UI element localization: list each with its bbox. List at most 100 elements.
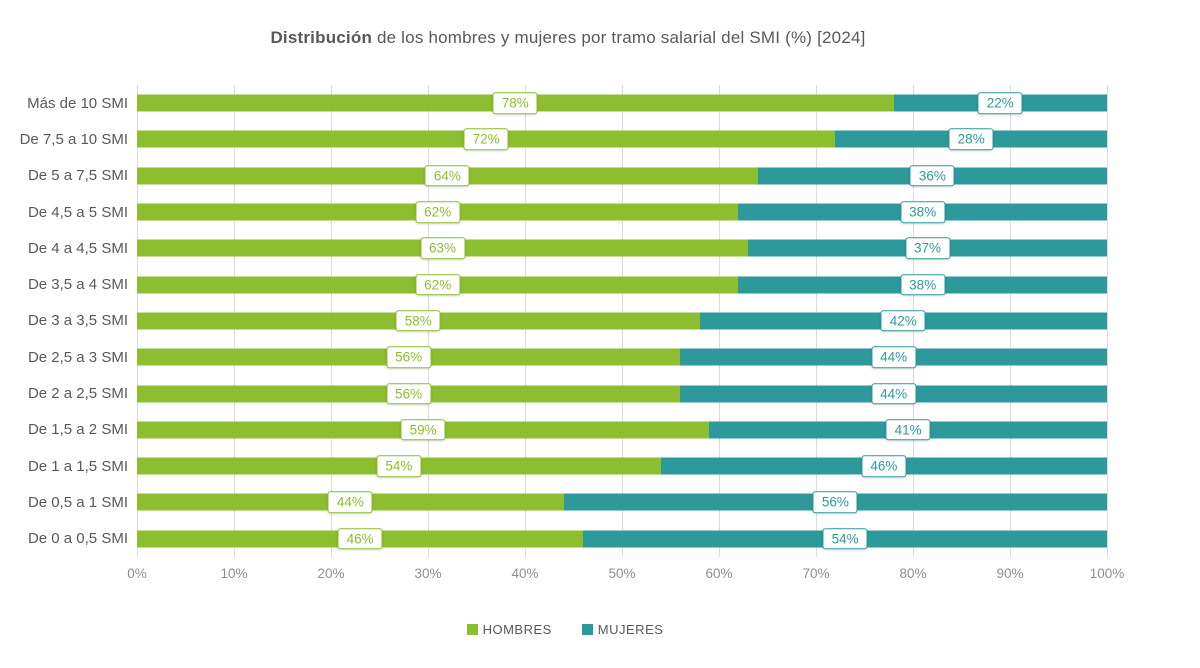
legend-item-hombres: HOMBRES — [466, 622, 552, 637]
data-label-hombres: 78% — [492, 92, 538, 114]
bar-row: De 5 a 7,5 SMI 64% 36% — [0, 158, 1107, 194]
bar-track: 78% 22% — [137, 85, 1107, 121]
x-axis-tick-label: 0% — [127, 566, 147, 581]
category-label: De 4,5 a 5 SMI — [27, 203, 128, 221]
legend-item-mujeres: MUJERES — [581, 622, 664, 637]
bar-track: 62% 38% — [137, 266, 1107, 302]
bar-row: De 1,5 a 2 SMI 59% 41% — [0, 412, 1107, 448]
bar-row: De 3 a 3,5 SMI 58% 42% — [0, 303, 1107, 339]
stacked-bar — [137, 530, 1107, 548]
data-label-hombres: 56% — [386, 346, 432, 368]
x-axis-tick-label: 50% — [608, 566, 636, 581]
bar-track: 54% 46% — [137, 448, 1107, 484]
data-label-mujeres: 41% — [885, 419, 931, 441]
bar-row: De 4 a 4,5 SMI 63% 37% — [0, 230, 1107, 266]
x-axis-tick-label: 20% — [317, 566, 345, 581]
stacked-bar — [137, 203, 1107, 221]
x-axis-tick-label: 30% — [414, 566, 442, 581]
legend: HOMBRES MUJERES — [0, 622, 1130, 637]
x-axis-tick-label: 70% — [802, 566, 830, 581]
legend-label: HOMBRES — [482, 622, 552, 637]
category-label: De 1,5 a 2 SMI — [27, 421, 128, 439]
bar-track: 56% 44% — [137, 339, 1107, 375]
chart-title-emphasis: Distribución — [270, 28, 373, 47]
data-label-hombres: 46% — [337, 527, 383, 550]
data-label-hombres: 63% — [420, 237, 466, 260]
bar-row: De 1 a 1,5 SMI 54% 46% — [0, 448, 1107, 484]
data-label-mujeres: 22% — [977, 92, 1023, 114]
data-label-mujeres: 44% — [871, 382, 917, 405]
bar-row: De 3,5 a 4 SMI 62% 38% — [0, 266, 1107, 302]
category-label: De 7,5 a 10 SMI — [19, 130, 128, 148]
data-label-mujeres: 44% — [871, 346, 917, 368]
bar-track: 44% 56% — [137, 484, 1107, 520]
stacked-bar — [137, 94, 1107, 112]
chart-title: Distribución de los hombres y mujeres po… — [0, 28, 1136, 48]
category-label: De 4 a 4,5 SMI — [27, 239, 128, 257]
stacked-bar — [137, 239, 1107, 257]
category-label: De 2 a 2,5 SMI — [27, 385, 128, 403]
data-label-mujeres: 38% — [900, 201, 946, 223]
x-axis-tick-label: 40% — [511, 566, 539, 581]
category-label: De 0 a 0,5 SMI — [27, 530, 128, 548]
x-axis-tick-label: 100% — [1089, 566, 1125, 581]
data-label-mujeres: 36% — [909, 164, 955, 187]
legend-swatch-icon — [466, 624, 478, 635]
x-axis-tick-label: 90% — [996, 566, 1024, 581]
data-label-hombres: 59% — [400, 419, 446, 441]
bar-row: De 0 a 0,5 SMI 46% 54% — [0, 521, 1107, 557]
data-label-mujeres: 37% — [905, 237, 951, 260]
category-label: De 1 a 1,5 SMI — [27, 457, 128, 475]
data-label-hombres: 64% — [424, 164, 470, 187]
category-label: De 3,5 a 4 SMI — [27, 276, 128, 294]
data-label-mujeres: 42% — [880, 310, 926, 332]
stacked-bar — [137, 312, 1107, 330]
legend-label: MUJERES — [597, 622, 664, 637]
bar-row: De 2 a 2,5 SMI 56% 44% — [0, 375, 1107, 411]
data-label-hombres: 62% — [415, 201, 461, 223]
chart-title-rest: de los hombres y mujeres por tramo salar… — [372, 28, 866, 47]
category-label: Más de 10 SMI — [27, 94, 128, 112]
bar-track: 63% 37% — [137, 230, 1107, 266]
data-label-hombres: 56% — [386, 382, 432, 405]
stacked-bar — [137, 457, 1107, 475]
x-axis-tick-label: 80% — [899, 566, 927, 581]
stacked-bar — [137, 276, 1107, 294]
category-label: De 3 a 3,5 SMI — [27, 312, 128, 330]
data-label-hombres: 54% — [376, 455, 422, 477]
bar-row: De 7,5 a 10 SMI 72% 28% — [0, 121, 1107, 157]
data-label-hombres: 72% — [463, 128, 509, 151]
legend-swatch-icon — [581, 624, 593, 635]
bar-row: De 2,5 a 3 SMI 56% 44% — [0, 339, 1107, 375]
bar-track: 72% 28% — [137, 121, 1107, 157]
stacked-bar — [137, 493, 1107, 511]
x-axis-tick-label: 60% — [705, 566, 733, 581]
bar-track: 64% 36% — [137, 158, 1107, 194]
category-label: De 0,5 a 1 SMI — [27, 493, 128, 511]
bar-track: 59% 41% — [137, 412, 1107, 448]
data-label-mujeres: 38% — [900, 273, 946, 296]
stacked-bar — [137, 385, 1107, 403]
plot-area: Más de 10 SMI 78% 22% De 7,5 a 10 SMI 72% 28%… — [0, 85, 1107, 557]
data-label-mujeres: 54% — [822, 527, 868, 550]
stacked-bar — [137, 167, 1107, 185]
stacked-bar — [137, 421, 1107, 439]
category-label: De 5 a 7,5 SMI — [27, 167, 128, 185]
bar-row: Más de 10 SMI 78% 22% — [0, 85, 1107, 121]
data-label-mujeres: 28% — [948, 128, 994, 151]
category-label: De 2,5 a 3 SMI — [27, 348, 128, 366]
data-label-mujeres: 56% — [812, 491, 858, 514]
stacked-bar — [137, 348, 1107, 366]
data-label-hombres: 44% — [327, 491, 373, 514]
bar-track: 56% 44% — [137, 375, 1107, 411]
gridline — [1107, 85, 1108, 557]
bar-track: 58% 42% — [137, 303, 1107, 339]
data-label-hombres: 58% — [395, 310, 441, 332]
data-label-mujeres: 46% — [861, 455, 907, 477]
bar-row: De 0,5 a 1 SMI 44% 56% — [0, 484, 1107, 520]
bar-track: 62% 38% — [137, 194, 1107, 230]
bar-track: 46% 54% — [137, 521, 1107, 557]
x-axis: 0% 10% 20% 30% 40% 50% 60% 70% 80% 90% 100% — [127, 566, 1124, 584]
bar-row: De 4,5 a 5 SMI 62% 38% — [0, 194, 1107, 230]
